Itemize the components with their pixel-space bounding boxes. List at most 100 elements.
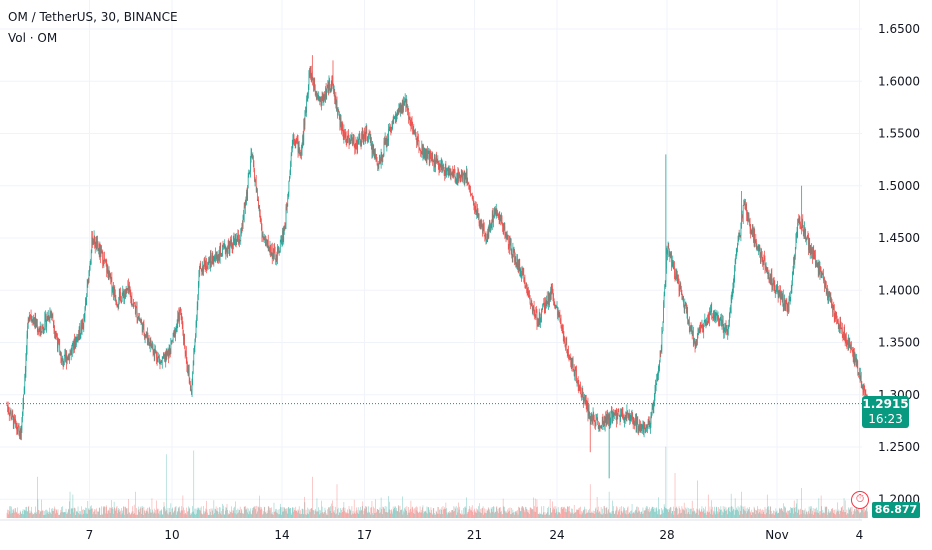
volume-bar xyxy=(645,507,647,518)
candle-body xyxy=(826,290,828,294)
candle-body xyxy=(778,294,780,297)
volume-bar xyxy=(376,511,377,518)
candle-body xyxy=(159,359,161,363)
volume-bar xyxy=(127,513,128,518)
volume-bar xyxy=(594,514,596,518)
candle-body xyxy=(324,94,325,99)
symbol-legend[interactable]: OM / TetherUS, 30, BINANCE xyxy=(8,10,178,24)
candle-body xyxy=(266,239,268,244)
price-axis[interactable]: 1.20001.25001.30001.35001.40001.45001.50… xyxy=(878,22,920,506)
candle-body xyxy=(431,157,432,161)
volume-bar xyxy=(471,505,473,518)
volume-bar xyxy=(292,507,293,518)
candle-body xyxy=(91,236,93,253)
volume-bar xyxy=(408,509,410,518)
volume-bar xyxy=(505,512,506,518)
volume-bar xyxy=(85,513,87,518)
candle-body xyxy=(764,256,765,259)
volume-bar xyxy=(740,505,742,518)
volume-bar xyxy=(35,513,37,518)
candle-body xyxy=(503,226,505,230)
volume-bar xyxy=(754,508,755,518)
alert-clock-icon[interactable]: ⏱ xyxy=(851,491,869,509)
candle-body xyxy=(265,240,267,242)
candle-body xyxy=(465,173,467,180)
candle-body xyxy=(761,252,762,253)
candle-body xyxy=(387,138,389,141)
volume-bar xyxy=(188,506,189,518)
candle-body xyxy=(770,278,771,280)
candle-body xyxy=(737,239,739,245)
volume-bar xyxy=(186,507,187,518)
candle-body xyxy=(756,246,758,248)
volume-bar xyxy=(781,507,782,518)
candle-body xyxy=(792,271,794,273)
candle-body xyxy=(25,371,26,378)
candle-body xyxy=(728,325,729,335)
volume-bar xyxy=(766,512,767,518)
candle-body xyxy=(337,109,339,116)
candle-body xyxy=(422,145,423,155)
candle-body xyxy=(76,337,78,338)
volume-bar xyxy=(688,508,690,518)
candle-body xyxy=(171,340,173,342)
volume-bar xyxy=(556,511,558,518)
volume-bar xyxy=(310,508,312,518)
volume-bar xyxy=(512,512,513,518)
volume-bar xyxy=(109,507,110,518)
candle-body xyxy=(647,421,649,429)
candle-body xyxy=(286,206,287,210)
candle-body xyxy=(117,305,118,307)
volume-bar xyxy=(118,508,120,518)
volume-bar xyxy=(101,513,103,518)
volume-bar xyxy=(41,499,42,518)
volume-bar xyxy=(564,511,566,518)
candle-body xyxy=(237,234,239,242)
volume-bar xyxy=(592,510,594,518)
candle-body xyxy=(234,236,236,241)
candle-body xyxy=(690,326,692,331)
candle-body xyxy=(788,304,789,312)
volume-bar xyxy=(801,510,803,518)
candle-body xyxy=(459,173,460,176)
volume-bar xyxy=(381,514,383,518)
volume-bar xyxy=(791,507,792,518)
last-volume-badge: 86.877 K xyxy=(872,502,920,532)
volume-bar xyxy=(298,506,300,518)
candle-body xyxy=(534,314,535,316)
candle-body xyxy=(127,288,128,290)
volume-bar xyxy=(183,514,185,518)
volume-bar xyxy=(386,506,388,518)
candle-body xyxy=(572,358,573,367)
candle-body xyxy=(707,315,708,325)
time-axis[interactable]: 7 10 14 17 21 24 28 Nov 4 xyxy=(0,519,863,542)
volume-bar xyxy=(540,513,541,518)
volume-bar xyxy=(257,511,258,518)
candle-body xyxy=(656,378,657,384)
volume-bar xyxy=(361,506,363,518)
volume-bar xyxy=(86,513,88,518)
candle-body xyxy=(349,140,351,142)
volume-bar xyxy=(538,513,539,518)
volume-bar xyxy=(141,513,142,518)
candle-body xyxy=(674,276,676,278)
volume-bar xyxy=(160,510,161,518)
volume-bar xyxy=(44,514,46,518)
candle-body xyxy=(475,206,476,210)
candle-body xyxy=(160,362,161,363)
candle-body xyxy=(140,320,141,323)
candle-body xyxy=(135,307,137,313)
volume-bar xyxy=(845,512,847,518)
volume-bar xyxy=(797,508,799,518)
candle-body xyxy=(86,284,88,297)
volume-bar xyxy=(682,508,683,518)
candle-body xyxy=(349,140,350,144)
candle-body xyxy=(678,279,679,282)
candle-body xyxy=(838,325,840,329)
candle-body xyxy=(11,418,12,420)
volume-bar xyxy=(809,513,810,518)
volume-legend[interactable]: Vol · OM xyxy=(8,31,58,45)
candle-body xyxy=(713,313,714,319)
volume-bar xyxy=(63,512,65,518)
